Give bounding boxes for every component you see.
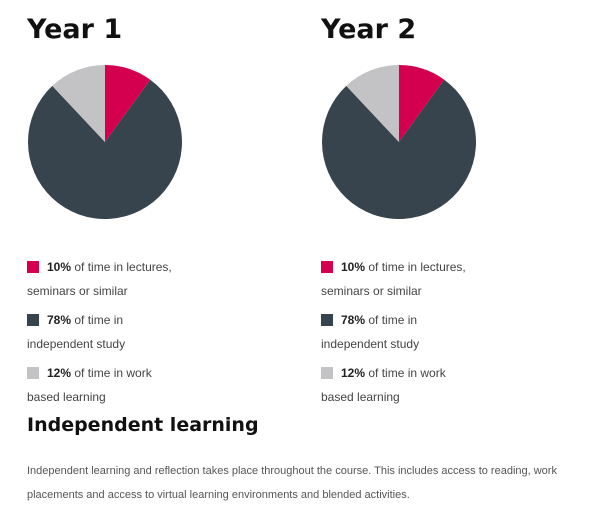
- pie-slice-independent: [322, 79, 476, 219]
- legend-percent: 12%: [47, 366, 72, 380]
- legend-item-work: 12% of time in work based learning: [321, 364, 591, 417]
- legend-swatch: [321, 261, 333, 273]
- year-title: Year 1: [27, 14, 123, 45]
- legend-swatch: [321, 314, 333, 326]
- legend-swatch: [27, 261, 39, 273]
- pie-chart: [28, 65, 183, 219]
- legend-text: of time in lectures,: [74, 260, 172, 274]
- legend-text: of time in: [368, 313, 418, 327]
- legend-text-continued: based learning: [321, 390, 400, 404]
- year-1-panel: Year 1 10% of time in lectures, seminars…: [27, 10, 297, 404]
- pie-slice-lectures: [399, 65, 445, 142]
- legend-text-continued: seminars or similar: [27, 284, 128, 298]
- legend-swatch: [27, 367, 39, 379]
- legend-text: of time in work: [74, 366, 152, 380]
- legend-text-continued: based learning: [27, 390, 106, 404]
- pie-legend: 10% of time in lectures, seminars or sim…: [321, 258, 591, 417]
- pie-slice-independent: [28, 79, 183, 219]
- section-heading: Independent learning: [27, 414, 259, 436]
- year-2-panel: Year 2 10% of time in lectures, seminars…: [321, 10, 591, 404]
- legend-percent: 10%: [47, 260, 72, 274]
- pie-chart: [322, 65, 476, 219]
- legend-text-continued: seminars or similar: [321, 284, 422, 298]
- pie-slice-lectures: [105, 65, 151, 142]
- legend-item-work: 12% of time in work based learning: [27, 364, 297, 417]
- legend-percent: 10%: [341, 260, 366, 274]
- legend-text: of time in lectures,: [368, 260, 466, 274]
- legend-item-lectures: 10% of time in lectures, seminars or sim…: [321, 258, 591, 311]
- legend-item-independent: 78% of time in independent study: [321, 311, 591, 364]
- legend-item-lectures: 10% of time in lectures, seminars or sim…: [27, 258, 297, 311]
- legend-swatch: [321, 367, 333, 379]
- legend-swatch: [27, 314, 39, 326]
- legend-text-continued: independent study: [27, 337, 126, 351]
- legend-percent: 78%: [341, 313, 366, 327]
- legend-item-independent: 78% of time in independent study: [27, 311, 297, 364]
- pie-slice-work: [346, 65, 399, 142]
- year-title: Year 2: [321, 14, 417, 45]
- legend-text: of time in: [74, 313, 124, 327]
- legend-percent: 78%: [47, 313, 72, 327]
- legend-text-continued: independent study: [321, 337, 420, 351]
- section-body-text: Independent learning and reflection take…: [27, 465, 557, 501]
- legend-text: of time in work: [368, 366, 446, 380]
- legend-percent: 12%: [341, 366, 366, 380]
- pie-legend: 10% of time in lectures, seminars or sim…: [27, 258, 297, 417]
- pie-slice-work: [52, 65, 105, 142]
